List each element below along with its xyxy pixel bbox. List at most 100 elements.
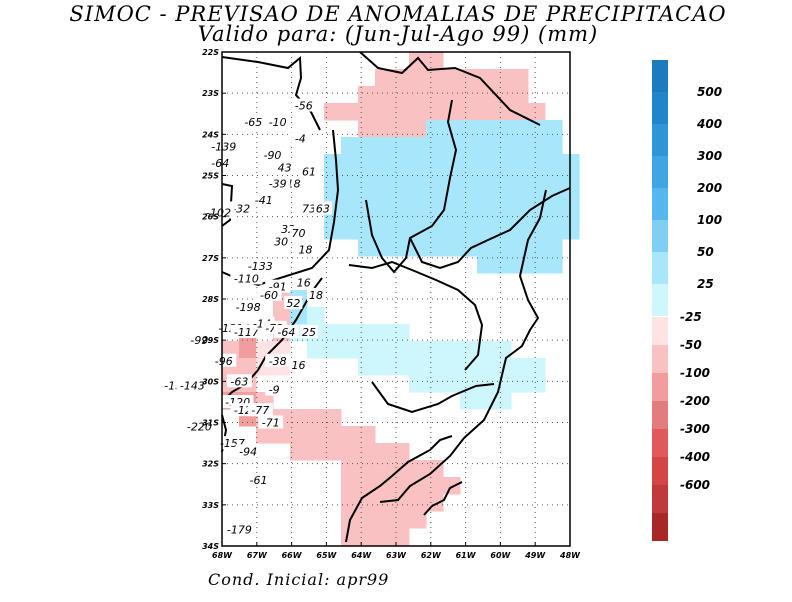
value-label-bg <box>258 415 284 429</box>
legend-swatch <box>652 457 668 485</box>
anomaly-cell <box>426 222 444 240</box>
value-label-bg <box>265 353 291 367</box>
value-label: -32 <box>232 202 250 215</box>
anomaly-field <box>222 52 580 546</box>
value-label: -179 <box>227 524 252 537</box>
anomaly-cell <box>358 103 376 121</box>
y-tick-label: 25S <box>202 172 219 181</box>
value-label-bg <box>240 114 266 128</box>
value-label-bg <box>313 201 332 215</box>
value-label-bg <box>275 160 294 174</box>
anomaly-cell <box>341 205 359 223</box>
anomaly-cell <box>358 324 376 342</box>
value-label: 16 <box>297 277 311 290</box>
anomaly-cell <box>341 188 359 206</box>
anomaly-cell <box>477 222 495 240</box>
anomaly-cell <box>528 120 546 138</box>
y-tick-label: 22S <box>202 48 219 57</box>
anomaly-cell <box>511 120 529 138</box>
value-label-bg <box>207 139 240 153</box>
anomaly-cell <box>409 494 427 512</box>
anomaly-cell <box>375 69 393 87</box>
legend-swatch <box>652 317 668 345</box>
anomaly-cell <box>477 188 495 206</box>
anomaly-cell <box>477 86 495 104</box>
border-line <box>409 187 571 270</box>
anomaly-cell <box>426 477 444 495</box>
legend-label: 100 <box>697 213 722 227</box>
y-tick-label: 26S <box>202 213 219 222</box>
anomaly-cell <box>324 341 342 359</box>
legend-swatch <box>652 156 668 188</box>
y-tick-label: 28S <box>202 295 219 304</box>
value-label-bg <box>265 382 284 396</box>
anomaly-cell <box>358 188 376 206</box>
anomaly-cell <box>324 103 342 121</box>
value-label: -65 <box>244 116 262 129</box>
value-label-bg <box>251 193 277 207</box>
anomaly-cell <box>528 239 546 257</box>
legend-label: 200 <box>697 181 722 195</box>
anomaly-cell <box>443 120 461 138</box>
value-label: -56 <box>295 100 313 113</box>
anomaly-cell <box>426 358 444 376</box>
y-tick-label: 24S <box>202 130 219 139</box>
x-axis-ticks: 68W 67W 66W 65W 64W 63W 62W 61W 60W 49W 48W <box>212 542 581 560</box>
anomaly-cell <box>375 511 393 529</box>
value-label-bg <box>289 226 308 240</box>
grid-lines <box>222 52 570 546</box>
anomaly-cell <box>528 137 546 155</box>
anomaly-cell <box>545 120 563 138</box>
x-tick-label: 63W <box>386 551 407 560</box>
anomaly-cell <box>528 154 546 172</box>
anomaly-cell <box>273 307 291 325</box>
anomaly-cell <box>358 86 376 104</box>
anomaly-cell <box>375 154 393 172</box>
anomaly-cell <box>341 137 359 155</box>
anomaly-cell <box>477 120 495 138</box>
value-label-bg <box>291 131 310 145</box>
value-label-bg <box>272 234 291 248</box>
anomaly-cell <box>409 137 427 155</box>
value-label: 70 <box>292 227 306 240</box>
anomaly-cell <box>460 239 478 257</box>
value-label: -63 <box>230 375 248 388</box>
value-label-bg <box>256 287 282 301</box>
value-label: -110 <box>234 272 259 285</box>
anomaly-cell <box>477 392 495 410</box>
anomaly-cell <box>256 426 274 444</box>
anomaly-cell <box>392 324 410 342</box>
value-label: -96 <box>215 355 233 368</box>
anomaly-cell <box>426 137 444 155</box>
value-label-bg <box>186 333 212 347</box>
legend-swatch <box>652 401 668 429</box>
anomaly-cell <box>392 103 410 121</box>
chart-title: SIMOC - PREVISAO DE ANOMALIAS DE PRECIPI… <box>69 2 726 26</box>
value-label-bg <box>235 444 261 458</box>
x-tick-label: 67W <box>247 551 268 560</box>
anomaly-cell <box>511 154 529 172</box>
value-label-bg <box>230 271 263 285</box>
legend-swatch <box>652 188 668 220</box>
value-label: 52 <box>286 297 300 310</box>
anomaly-cell <box>443 341 461 359</box>
x-tick-label: 64W <box>351 551 372 560</box>
anomaly-cell <box>477 375 495 393</box>
anomaly-cell <box>494 154 512 172</box>
value-label-bg <box>300 324 318 338</box>
anomaly-cell <box>460 69 478 87</box>
anomaly-cell <box>273 426 291 444</box>
anomaly-cell <box>426 375 444 393</box>
anomaly-cell <box>358 358 376 376</box>
anomaly-cell <box>477 137 495 155</box>
anomaly-cell <box>358 154 376 172</box>
anomaly-cell <box>358 426 376 444</box>
anomaly-cell <box>460 205 478 223</box>
value-label: -77 <box>251 404 269 417</box>
legend-label: 300 <box>697 149 722 163</box>
anomaly-cell <box>375 443 393 461</box>
anomaly-cell <box>409 86 427 104</box>
anomaly-cell <box>392 528 410 546</box>
anomaly-cell <box>477 103 495 121</box>
